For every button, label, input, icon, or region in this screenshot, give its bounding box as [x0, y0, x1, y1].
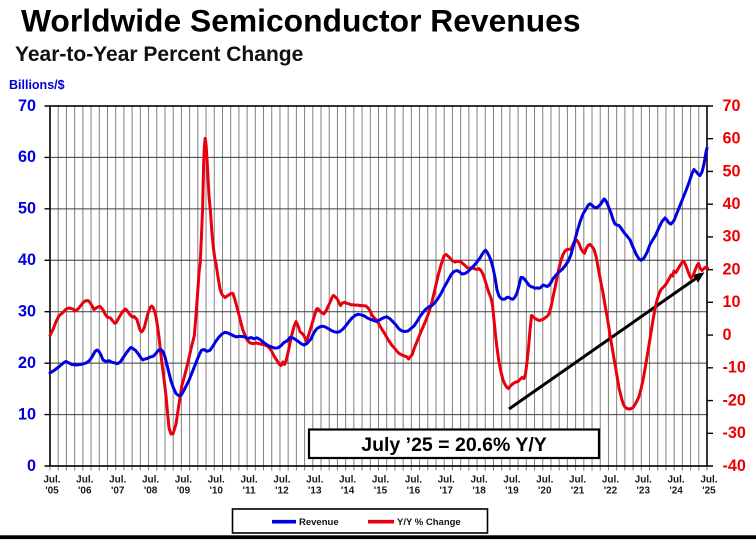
svg-text:Y/Y % Change: Y/Y % Change — [397, 517, 461, 528]
svg-text:Jul.: Jul. — [142, 475, 159, 486]
svg-text:30: 30 — [18, 302, 36, 320]
svg-text:Jul.: Jul. — [175, 475, 192, 486]
svg-text:40: 40 — [18, 251, 36, 269]
svg-text:'22: '22 — [604, 486, 618, 497]
svg-text:30: 30 — [723, 228, 741, 246]
svg-text:Jul.: Jul. — [273, 475, 290, 486]
svg-text:Jul.: Jul. — [503, 475, 520, 486]
svg-text:Jul.: Jul. — [569, 475, 586, 486]
svg-text:Jul.: Jul. — [536, 475, 553, 486]
svg-text:'18: '18 — [472, 486, 486, 497]
svg-text:Jul.: Jul. — [470, 475, 487, 486]
svg-text:50: 50 — [723, 162, 741, 180]
svg-text:'23: '23 — [637, 486, 651, 497]
svg-text:'06: '06 — [78, 486, 92, 497]
svg-text:Revenue: Revenue — [299, 517, 339, 528]
svg-text:-40: -40 — [723, 457, 746, 475]
svg-text:Billions/$: Billions/$ — [9, 78, 65, 92]
svg-text:'13: '13 — [308, 486, 322, 497]
svg-text:Jul.: Jul. — [109, 475, 126, 486]
svg-text:'21: '21 — [571, 486, 585, 497]
svg-text:20: 20 — [723, 260, 741, 278]
svg-text:-30: -30 — [723, 424, 746, 442]
svg-text:Jul.: Jul. — [208, 475, 225, 486]
svg-text:70: 70 — [723, 97, 741, 115]
svg-text:0: 0 — [27, 457, 36, 475]
svg-text:70: 70 — [18, 97, 36, 115]
svg-text:Jul.: Jul. — [602, 475, 619, 486]
svg-text:0: 0 — [723, 326, 732, 344]
svg-text:'14: '14 — [341, 486, 355, 497]
svg-text:Jul.: Jul. — [405, 475, 422, 486]
svg-text:Jul.: Jul. — [667, 475, 684, 486]
svg-text:Jul.: Jul. — [635, 475, 652, 486]
svg-text:10: 10 — [723, 293, 741, 311]
svg-text:'25: '25 — [702, 486, 716, 497]
svg-text:'07: '07 — [111, 486, 125, 497]
svg-text:'05: '05 — [45, 486, 59, 497]
svg-text:50: 50 — [18, 200, 36, 218]
svg-text:Jul.: Jul. — [240, 475, 257, 486]
svg-text:'12: '12 — [275, 486, 289, 497]
svg-text:'19: '19 — [505, 486, 519, 497]
svg-text:Jul.: Jul. — [306, 475, 323, 486]
svg-text:'17: '17 — [439, 486, 453, 497]
svg-text:Year-to-Year Percent Change: Year-to-Year Percent Change — [15, 43, 303, 66]
svg-text:July ’25 = 20.6% Y/Y: July ’25 = 20.6% Y/Y — [361, 434, 547, 456]
svg-text:'16: '16 — [407, 486, 421, 497]
svg-text:60: 60 — [18, 148, 36, 166]
svg-text:60: 60 — [723, 129, 741, 147]
svg-text:Jul.: Jul. — [43, 475, 60, 486]
svg-text:-10: -10 — [723, 359, 746, 377]
svg-text:'15: '15 — [374, 486, 388, 497]
svg-text:'24: '24 — [669, 486, 683, 497]
svg-text:Jul.: Jul. — [700, 475, 717, 486]
svg-text:-20: -20 — [723, 391, 746, 409]
svg-text:'11: '11 — [243, 486, 256, 497]
svg-text:40: 40 — [723, 195, 741, 213]
svg-text:10: 10 — [18, 405, 36, 423]
svg-text:20: 20 — [18, 354, 36, 372]
svg-text:Worldwide Semiconductor Revenu: Worldwide Semiconductor Revenues — [21, 3, 581, 39]
svg-text:'09: '09 — [177, 486, 191, 497]
svg-text:Jul.: Jul. — [438, 475, 455, 486]
svg-text:Jul.: Jul. — [372, 475, 389, 486]
svg-text:Jul.: Jul. — [339, 475, 356, 486]
svg-text:'10: '10 — [209, 486, 223, 497]
svg-text:'08: '08 — [144, 486, 158, 497]
svg-text:Jul.: Jul. — [76, 475, 93, 486]
svg-text:'20: '20 — [538, 486, 552, 497]
